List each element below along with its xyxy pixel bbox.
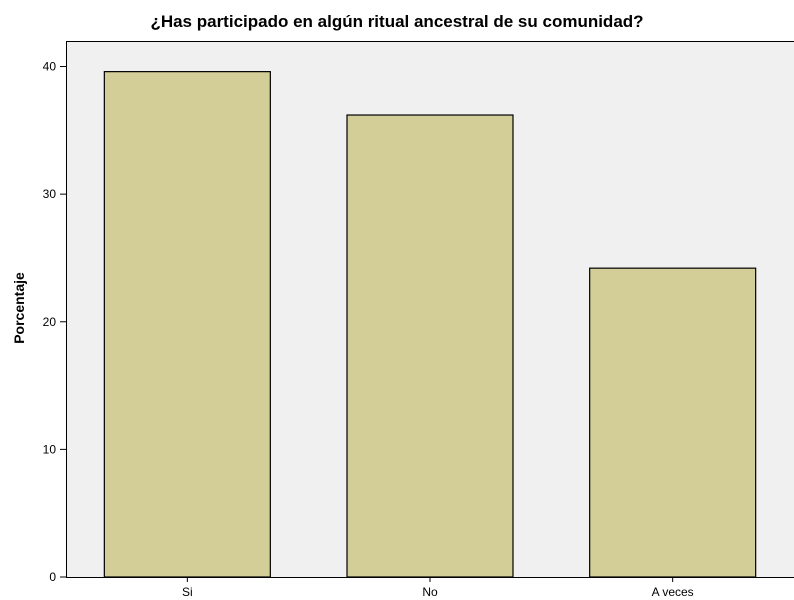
chart-title: ¿Has participado en algún ritual ancestr… bbox=[150, 12, 644, 31]
x-tick-label: Si bbox=[182, 585, 193, 599]
x-tick-label: A veces bbox=[652, 585, 694, 599]
y-tick-label: 30 bbox=[43, 187, 57, 201]
bar-a-veces bbox=[589, 267, 757, 578]
y-tick-label: 0 bbox=[49, 570, 56, 584]
bar-si bbox=[103, 71, 271, 578]
bars-group bbox=[103, 71, 757, 578]
axes-group: Si No A veces 0 10 20 30 40 bbox=[43, 41, 794, 599]
x-tick-label: No bbox=[422, 585, 438, 599]
y-tick-label: 40 bbox=[43, 60, 57, 74]
y-tick-label: 20 bbox=[43, 315, 57, 329]
y-tick-label: 10 bbox=[43, 442, 57, 456]
bar-no bbox=[346, 114, 514, 578]
